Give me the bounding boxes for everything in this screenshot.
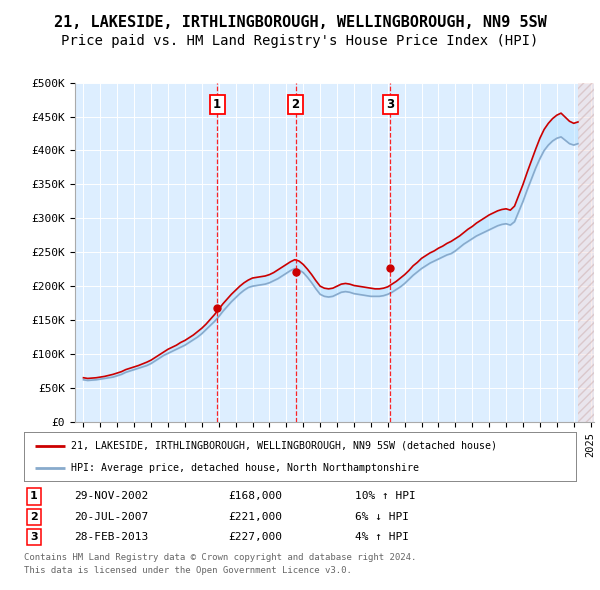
Text: Contains HM Land Registry data © Crown copyright and database right 2024.: Contains HM Land Registry data © Crown c… xyxy=(24,553,416,562)
Text: £227,000: £227,000 xyxy=(228,532,282,542)
Text: Price paid vs. HM Land Registry's House Price Index (HPI): Price paid vs. HM Land Registry's House … xyxy=(61,34,539,48)
Text: 21, LAKESIDE, IRTHLINGBOROUGH, WELLINGBOROUGH, NN9 5SW: 21, LAKESIDE, IRTHLINGBOROUGH, WELLINGBO… xyxy=(53,15,547,30)
Text: HPI: Average price, detached house, North Northamptonshire: HPI: Average price, detached house, Nort… xyxy=(71,463,419,473)
Text: 2: 2 xyxy=(30,512,38,522)
Text: £221,000: £221,000 xyxy=(228,512,282,522)
Text: 21, LAKESIDE, IRTHLINGBOROUGH, WELLINGBOROUGH, NN9 5SW (detached house): 21, LAKESIDE, IRTHLINGBOROUGH, WELLINGBO… xyxy=(71,441,497,451)
Text: 6% ↓ HPI: 6% ↓ HPI xyxy=(355,512,409,522)
Text: 3: 3 xyxy=(386,98,395,111)
Text: £168,000: £168,000 xyxy=(228,491,282,502)
Text: 2: 2 xyxy=(292,98,299,111)
Text: 28-FEB-2013: 28-FEB-2013 xyxy=(74,532,148,542)
Text: 1: 1 xyxy=(30,491,38,502)
Text: 10% ↑ HPI: 10% ↑ HPI xyxy=(355,491,416,502)
Text: 4% ↑ HPI: 4% ↑ HPI xyxy=(355,532,409,542)
Text: 3: 3 xyxy=(30,532,38,542)
Text: 1: 1 xyxy=(213,98,221,111)
Text: 29-NOV-2002: 29-NOV-2002 xyxy=(74,491,148,502)
Text: This data is licensed under the Open Government Licence v3.0.: This data is licensed under the Open Gov… xyxy=(24,566,352,575)
Text: 20-JUL-2007: 20-JUL-2007 xyxy=(74,512,148,522)
Polygon shape xyxy=(578,83,594,422)
